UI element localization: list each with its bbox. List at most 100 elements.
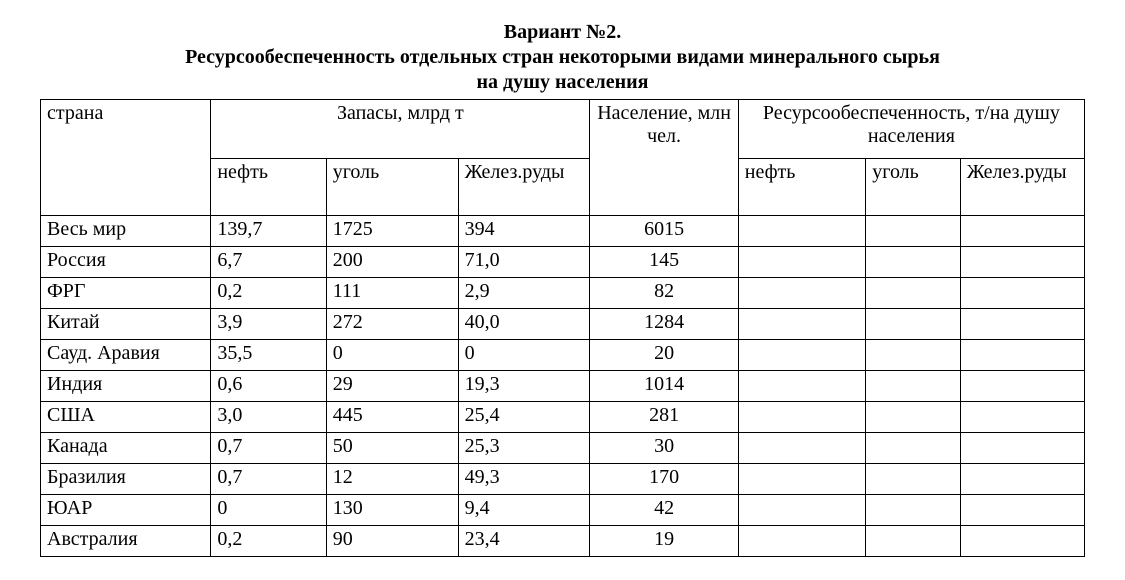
cell-r-iron [960,309,1084,340]
cell-oil: 0,7 [211,464,326,495]
cell-r-oil [738,433,865,464]
header-population: Население, млн чел. [590,100,738,216]
cell-coal: 29 [326,371,458,402]
cell-country: Весь мир [41,216,211,247]
table-row: Сауд. Аравия35,50020 [41,340,1085,371]
cell-r-coal [866,402,961,433]
resources-table: страна Запасы, млрд т Население, млн чел… [40,99,1085,557]
cell-r-iron [960,402,1084,433]
table-row: Весь мир139,717253946015 [41,216,1085,247]
cell-pop: 1014 [590,371,738,402]
cell-country: Индия [41,371,211,402]
cell-coal: 272 [326,309,458,340]
cell-r-coal [866,278,961,309]
cell-r-oil [738,247,865,278]
cell-r-iron [960,247,1084,278]
header-supply-group: Ресурсообеспеченность, т/на душу населен… [738,100,1084,159]
cell-iron: 9,4 [458,495,590,526]
cell-r-coal [866,526,961,557]
cell-r-coal [866,216,961,247]
table-row: Австралия0,29023,419 [41,526,1085,557]
cell-country: ФРГ [41,278,211,309]
cell-r-iron [960,371,1084,402]
cell-coal: 0 [326,340,458,371]
cell-r-iron [960,278,1084,309]
table-row: Китай3,927240,01284 [41,309,1085,340]
cell-pop: 42 [590,495,738,526]
cell-oil: 0 [211,495,326,526]
cell-r-coal [866,433,961,464]
cell-coal: 130 [326,495,458,526]
table-row: Бразилия0,71249,3170 [41,464,1085,495]
header-r-iron: Желез.руды [960,159,1084,216]
document-page: Вариант №2. Ресурсообеспеченность отдель… [0,0,1125,557]
cell-oil: 35,5 [211,340,326,371]
cell-country: Канада [41,433,211,464]
cell-country: Россия [41,247,211,278]
header-iron: Желез.руды [458,159,590,216]
cell-r-coal [866,247,961,278]
cell-country: США [41,402,211,433]
cell-r-oil [738,371,865,402]
cell-pop: 1284 [590,309,738,340]
cell-country: Сауд. Аравия [41,340,211,371]
cell-pop: 6015 [590,216,738,247]
cell-r-oil [738,402,865,433]
cell-iron: 25,3 [458,433,590,464]
cell-oil: 3,0 [211,402,326,433]
cell-oil: 0,6 [211,371,326,402]
cell-coal: 200 [326,247,458,278]
cell-pop: 281 [590,402,738,433]
cell-r-coal [866,495,961,526]
cell-pop: 30 [590,433,738,464]
header-country: страна [41,100,211,216]
document-title: Вариант №2. Ресурсообеспеченность отдель… [40,20,1085,95]
table-row: ФРГ0,21112,982 [41,278,1085,309]
cell-iron: 0 [458,340,590,371]
cell-oil: 0,2 [211,526,326,557]
cell-iron: 49,3 [458,464,590,495]
cell-r-iron [960,433,1084,464]
cell-r-iron [960,495,1084,526]
table-body: Весь мир139,717253946015Россия6,720071,0… [41,216,1085,557]
cell-coal: 50 [326,433,458,464]
cell-pop: 19 [590,526,738,557]
table-row: Индия0,62919,31014 [41,371,1085,402]
cell-r-oil [738,495,865,526]
cell-r-oil [738,216,865,247]
cell-iron: 19,3 [458,371,590,402]
cell-iron: 25,4 [458,402,590,433]
cell-oil: 6,7 [211,247,326,278]
cell-r-oil [738,464,865,495]
cell-r-coal [866,371,961,402]
cell-pop: 145 [590,247,738,278]
cell-r-coal [866,464,961,495]
cell-oil: 139,7 [211,216,326,247]
cell-iron: 23,4 [458,526,590,557]
cell-r-oil [738,309,865,340]
cell-coal: 90 [326,526,458,557]
cell-r-iron [960,216,1084,247]
cell-oil: 0,7 [211,433,326,464]
title-line-2: Ресурсообеспеченность отдельных стран не… [40,45,1085,70]
cell-r-oil [738,526,865,557]
header-r-oil: нефть [738,159,865,216]
header-oil: нефть [211,159,326,216]
cell-iron: 40,0 [458,309,590,340]
cell-r-oil [738,278,865,309]
cell-country: ЮАР [41,495,211,526]
cell-iron: 394 [458,216,590,247]
title-line-1: Вариант №2. [40,20,1085,45]
cell-coal: 111 [326,278,458,309]
cell-r-coal [866,309,961,340]
title-line-3: на душу населения [40,70,1085,95]
cell-iron: 2,9 [458,278,590,309]
cell-r-coal [866,340,961,371]
table-header: страна Запасы, млрд т Население, млн чел… [41,100,1085,216]
cell-r-iron [960,526,1084,557]
cell-iron: 71,0 [458,247,590,278]
table-row: Россия6,720071,0145 [41,247,1085,278]
cell-country: Китай [41,309,211,340]
cell-country: Австралия [41,526,211,557]
cell-oil: 3,9 [211,309,326,340]
